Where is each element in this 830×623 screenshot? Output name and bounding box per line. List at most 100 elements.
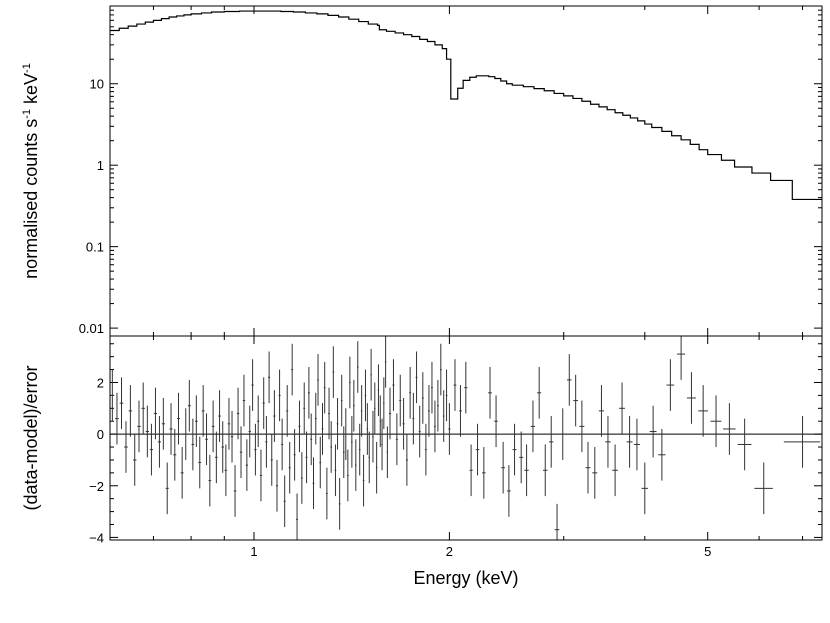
- residual-point: [384, 336, 387, 388]
- residual-point: [177, 392, 180, 445]
- residual-point: [208, 454, 212, 507]
- residual-point: [666, 359, 675, 411]
- residual-point: [180, 447, 184, 499]
- residuals-y-tick-labels: −4 −2 0 2: [89, 375, 104, 545]
- residual-point: [353, 379, 355, 432]
- residual-point: [187, 379, 191, 432]
- residual-point: [686, 372, 696, 424]
- spectrum-step-line: [110, 10, 822, 201]
- residual-point: [549, 416, 554, 468]
- residual-point: [512, 423, 517, 476]
- residual-point: [326, 467, 328, 520]
- residual-point: [254, 423, 257, 476]
- residual-point: [310, 413, 313, 466]
- x-tick-label: 1: [250, 544, 257, 559]
- residual-point: [388, 387, 392, 440]
- residual-point: [723, 403, 736, 455]
- residual-point: [278, 369, 281, 422]
- residual-point: [783, 416, 821, 468]
- residual-point: [377, 364, 380, 417]
- residual-point: [334, 444, 337, 497]
- energy-x-tick-labels: 1 2 5: [250, 544, 711, 559]
- residual-point: [356, 341, 359, 393]
- residual-point: [554, 503, 560, 540]
- residual-point: [321, 403, 324, 455]
- residuals-points: [110, 336, 821, 540]
- residual-point: [579, 400, 585, 453]
- residual-point: [494, 395, 498, 448]
- residual-point: [319, 436, 322, 489]
- residual-point: [355, 439, 357, 491]
- residual-point: [218, 390, 221, 442]
- residual-point: [293, 428, 296, 481]
- residual-point: [124, 421, 128, 473]
- residual-point: [191, 418, 195, 471]
- residual-point: [507, 465, 511, 517]
- residual-point: [488, 366, 492, 419]
- residual-point: [754, 462, 773, 515]
- residual-point: [375, 441, 378, 494]
- residual-point: [453, 359, 457, 411]
- residual-point: [598, 385, 605, 437]
- residual-point: [619, 382, 625, 435]
- residual-point: [262, 377, 265, 429]
- residual-point: [428, 385, 430, 437]
- y-tick-label: 1: [97, 158, 104, 173]
- residual-point: [537, 366, 542, 419]
- residual-point: [317, 354, 319, 406]
- residual-point: [205, 413, 208, 466]
- residual-point: [227, 397, 231, 450]
- residual-point: [115, 392, 119, 445]
- residual-point: [374, 382, 376, 435]
- residual-point: [328, 387, 330, 440]
- residual-point: [184, 408, 188, 460]
- residual-point: [372, 410, 374, 463]
- residual-point: [641, 462, 648, 515]
- residual-point: [298, 400, 301, 453]
- residual-point: [383, 377, 385, 429]
- residual-point: [434, 400, 436, 453]
- residual-point: [421, 372, 424, 424]
- residual-point: [242, 374, 246, 427]
- residual-point: [251, 359, 254, 411]
- residual-point: [360, 385, 363, 437]
- residual-point: [145, 405, 149, 458]
- residual-point: [119, 377, 124, 429]
- residual-point: [323, 361, 326, 414]
- residual-point: [149, 423, 154, 476]
- residual-point: [366, 403, 369, 455]
- residual-point: [347, 449, 349, 502]
- x-axis-title: Energy (keV): [413, 568, 518, 588]
- ylabel-mid: keV: [21, 73, 41, 109]
- ylabel-main: normalised counts s: [21, 119, 41, 279]
- residual-point: [330, 421, 333, 473]
- residual-point: [482, 447, 486, 499]
- residual-point: [211, 400, 215, 453]
- residual-point: [273, 390, 276, 442]
- residual-point: [201, 385, 205, 437]
- residual-point: [281, 418, 284, 471]
- residual-point: [649, 405, 657, 458]
- residual-point: [368, 431, 370, 484]
- residual-point: [399, 374, 402, 427]
- residual-point: [405, 434, 408, 486]
- residual-point: [239, 426, 243, 479]
- residual-point: [198, 436, 202, 489]
- residual-point: [592, 447, 598, 499]
- residual-point: [110, 369, 115, 422]
- residual-point: [501, 441, 505, 494]
- residual-point: [560, 408, 566, 460]
- residual-point: [332, 346, 335, 398]
- residual-point: [312, 457, 315, 510]
- residual-point: [612, 444, 618, 497]
- residual-point: [257, 395, 260, 448]
- residual-point: [633, 418, 640, 471]
- y-tick-label: −2: [89, 479, 104, 494]
- y-tick-label: 10: [90, 77, 104, 92]
- residual-point: [585, 441, 591, 494]
- y-tick-label: 2: [97, 375, 104, 390]
- residual-point: [351, 416, 353, 468]
- residual-point: [737, 418, 752, 471]
- residual-point: [259, 449, 263, 502]
